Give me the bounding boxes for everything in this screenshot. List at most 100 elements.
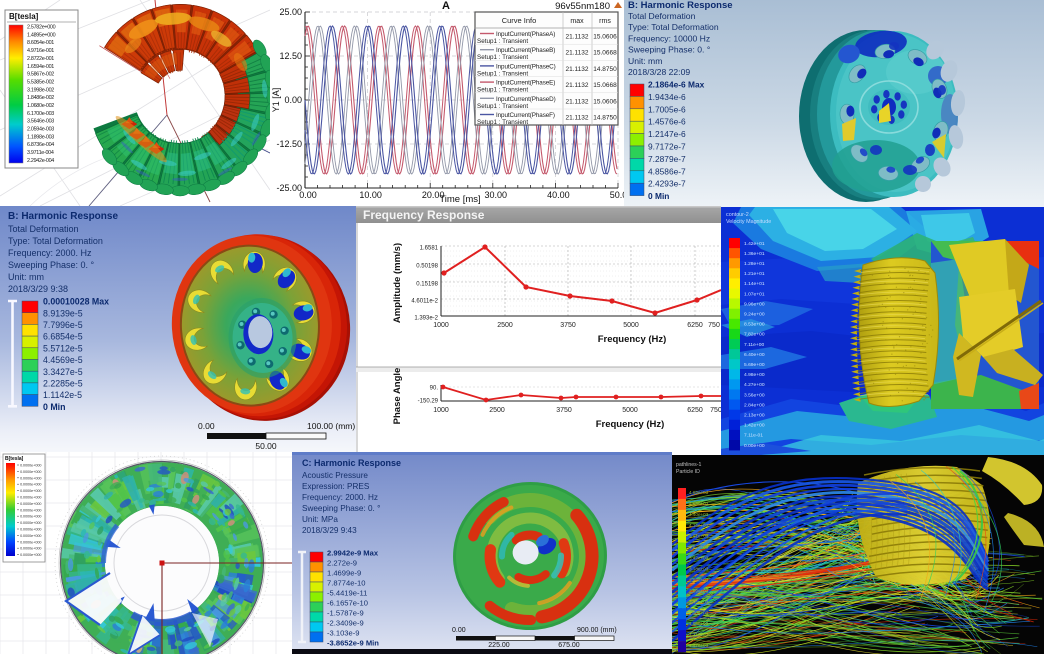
- svg-text:0.00: 0.00: [198, 421, 215, 431]
- svg-text:0.0000e+000: 0.0000e+000: [20, 507, 42, 512]
- svg-text:InputCurrent(PhaseA): InputCurrent(PhaseA): [496, 31, 555, 38]
- svg-text:Unit: MPa: Unit: MPa: [302, 515, 338, 524]
- svg-text:4.16e+03: 4.16e+03: [689, 523, 709, 528]
- svg-text:14.8750: 14.8750: [593, 66, 617, 73]
- svg-text:B: Harmonic Response: B: Harmonic Response: [8, 211, 118, 222]
- svg-text:0.0000e+000: 0.0000e+000: [20, 514, 42, 519]
- svg-text:7.7996e-5: 7.7996e-5: [43, 320, 83, 330]
- svg-text:0.0000e+000: 0.0000e+000: [20, 527, 42, 532]
- svg-text:0.00e+00: 0.00e+00: [744, 443, 765, 449]
- svg-text:90.: 90.: [430, 386, 439, 392]
- svg-text:1.21e+01: 1.21e+01: [744, 271, 765, 277]
- svg-text:8.53e+00: 8.53e+00: [744, 322, 765, 328]
- svg-text:2018/3/29 9:38: 2018/3/29 9:38: [8, 284, 68, 294]
- svg-text:1.71e+03: 1.71e+03: [689, 632, 709, 637]
- svg-text:7.2879e-7: 7.2879e-7: [648, 154, 686, 164]
- svg-text:1.28e+01: 1.28e+01: [744, 261, 765, 267]
- svg-text:12.50: 12.50: [279, 51, 302, 61]
- svg-text:0 Min: 0 Min: [43, 402, 65, 412]
- svg-text:Setup1 : Transient: Setup1 : Transient: [477, 119, 528, 126]
- svg-text:40.00: 40.00: [547, 190, 570, 200]
- svg-text:InputCurrent(PhaseC): InputCurrent(PhaseC): [496, 63, 556, 70]
- svg-text:Phase Angle: Phase Angle: [392, 368, 403, 425]
- svg-text:0.0000e+000: 0.0000e+000: [20, 552, 42, 557]
- svg-text:1.7005e-6: 1.7005e-6: [648, 104, 686, 114]
- svg-text:Setup1 : Transient: Setup1 : Transient: [477, 38, 528, 45]
- svg-text:3.67e+03: 3.67e+03: [689, 545, 709, 550]
- svg-text:0.0000e+000: 0.0000e+000: [20, 520, 42, 525]
- svg-text:Amplitude (mm/s): Amplitude (mm/s): [392, 243, 403, 323]
- svg-text:21.1132: 21.1132: [565, 66, 588, 73]
- svg-text:1.4576e-6: 1.4576e-6: [648, 117, 686, 127]
- svg-text:Frequency (Hz): Frequency (Hz): [596, 419, 665, 430]
- svg-text:Time [ms]: Time [ms]: [439, 194, 480, 205]
- svg-text:1.6581: 1.6581: [420, 246, 439, 252]
- svg-text:1.2147e-6: 1.2147e-6: [648, 129, 686, 139]
- svg-text:-3.8652e-9 Min: -3.8652e-9 Min: [327, 639, 379, 648]
- svg-text:-12.50: -12.50: [276, 139, 302, 149]
- svg-text:0.00: 0.00: [299, 190, 317, 200]
- svg-text:5000: 5000: [623, 322, 639, 329]
- svg-text:Unit: mm: Unit: mm: [628, 56, 662, 66]
- svg-text:4.89e+03: 4.89e+03: [689, 490, 709, 495]
- svg-text:0.00010028 Max: 0.00010028 Max: [43, 297, 109, 307]
- svg-text:1.07e+01: 1.07e+01: [744, 291, 765, 297]
- svg-text:1.4699e-9: 1.4699e-9: [327, 569, 361, 578]
- svg-text:15.0668: 15.0668: [593, 82, 617, 89]
- svg-text:6.6854e-5: 6.6854e-5: [43, 332, 83, 342]
- svg-text:1.96e+03: 1.96e+03: [689, 621, 709, 626]
- svg-text:7.11e+00: 7.11e+00: [744, 342, 764, 348]
- svg-text:Frequency (Hz): Frequency (Hz): [598, 334, 667, 345]
- svg-text:Setup1 : Transient: Setup1 : Transient: [477, 103, 528, 110]
- svg-text:3.18e+03: 3.18e+03: [689, 567, 709, 572]
- svg-text:4.27e+00: 4.27e+00: [744, 382, 765, 388]
- svg-text:900.00 (mm): 900.00 (mm): [577, 627, 617, 634]
- svg-text:2.45e+03: 2.45e+03: [689, 599, 709, 604]
- svg-text:InputCurrent(PhaseE): InputCurrent(PhaseE): [496, 80, 555, 87]
- svg-text:A: A: [442, 0, 450, 12]
- svg-text:6.1700e-003: 6.1700e-003: [27, 111, 54, 117]
- svg-text:2.20e+03: 2.20e+03: [689, 610, 709, 615]
- svg-text:2.8722e-001: 2.8722e-001: [27, 56, 54, 62]
- svg-text:2.69e+03: 2.69e+03: [689, 588, 709, 593]
- svg-text:Unit: mm: Unit: mm: [8, 272, 44, 282]
- svg-text:4.4569e-5: 4.4569e-5: [43, 355, 83, 365]
- svg-text:4.98e+00: 4.98e+00: [744, 372, 765, 378]
- svg-text:4.6011e-2: 4.6011e-2: [411, 299, 438, 305]
- svg-text:2018/3/29 9:43: 2018/3/29 9:43: [302, 526, 357, 535]
- svg-text:contour-2: contour-2: [726, 212, 749, 218]
- svg-text:Setup1 : Transient: Setup1 : Transient: [477, 70, 528, 77]
- svg-text:2.9942e-9 Max: 2.9942e-9 Max: [327, 549, 379, 558]
- svg-text:6250: 6250: [687, 322, 703, 329]
- svg-text:1.47e+03: 1.47e+03: [689, 643, 709, 648]
- svg-text:96v55nm180: 96v55nm180: [555, 1, 610, 12]
- svg-text:-5.4419e-11: -5.4419e-11: [327, 589, 367, 598]
- svg-text:1.9434e-6: 1.9434e-6: [648, 92, 686, 102]
- svg-text:Acoustic Pressure: Acoustic Pressure: [302, 471, 368, 480]
- svg-text:2.0594e-003: 2.0594e-003: [27, 127, 54, 133]
- svg-text:1.1142e-5: 1.1142e-5: [43, 390, 82, 400]
- svg-text:1.42e+01: 1.42e+01: [744, 241, 765, 247]
- svg-text:30.00: 30.00: [485, 190, 508, 200]
- svg-text:Sweeping Phase: 0. °: Sweeping Phase: 0. °: [8, 260, 95, 270]
- svg-text:0 Min: 0 Min: [648, 191, 669, 201]
- svg-text:-6.1657e-10: -6.1657e-10: [327, 599, 368, 608]
- svg-text:6250: 6250: [687, 407, 703, 414]
- svg-text:4.64e+03: 4.64e+03: [689, 501, 709, 506]
- svg-text:0.0000e+000: 0.0000e+000: [20, 546, 42, 551]
- svg-text:1000: 1000: [433, 322, 449, 329]
- svg-text:Frequency: 2000. Hz: Frequency: 2000. Hz: [8, 248, 92, 258]
- svg-text:25.00: 25.00: [279, 7, 302, 17]
- svg-text:-150.29: -150.29: [418, 399, 439, 405]
- svg-text:Type: Total Deformation: Type: Total Deformation: [628, 22, 719, 32]
- svg-text:B[tesla]: B[tesla]: [5, 456, 24, 462]
- svg-text:9.5867e-002: 9.5867e-002: [27, 72, 54, 78]
- svg-text:5000: 5000: [622, 407, 638, 414]
- svg-text:1.4895e+000: 1.4895e+000: [27, 32, 56, 38]
- svg-text:0.0000e+000: 0.0000e+000: [20, 482, 42, 487]
- svg-text:3.91e+03: 3.91e+03: [689, 534, 709, 539]
- svg-text:8.6054e-001: 8.6054e-001: [27, 40, 54, 46]
- svg-text:InputCurrent(PhaseF): InputCurrent(PhaseF): [496, 112, 555, 119]
- svg-text:Sweeping Phase: 0. °: Sweeping Phase: 0. °: [628, 45, 710, 55]
- svg-text:Curve Info: Curve Info: [502, 16, 537, 25]
